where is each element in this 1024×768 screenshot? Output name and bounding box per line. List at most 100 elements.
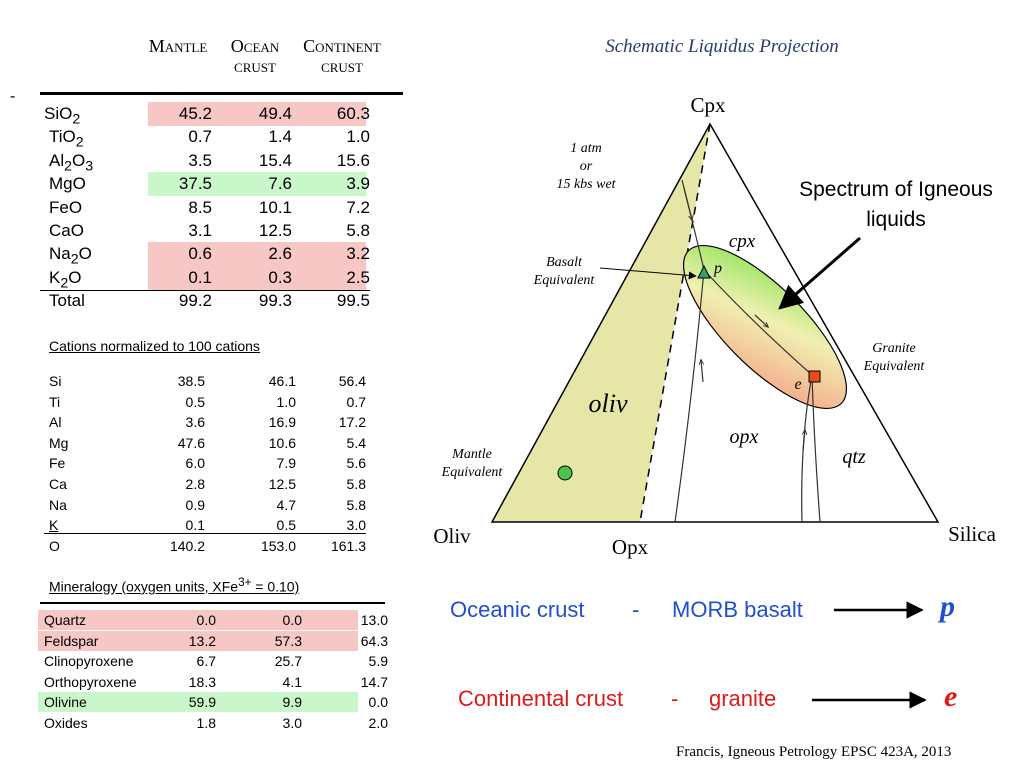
cation-name: Fe [49, 455, 66, 472]
cotectic-arrow-1 [683, 187, 692, 220]
cotectic-arrow-3 [701, 360, 703, 383]
row-highlight [38, 610, 358, 630]
granite-point-square [808, 370, 821, 383]
oxide-name: TiO2 [49, 127, 84, 151]
row-highlight [38, 692, 358, 713]
mineral-name: Orthopyroxene [44, 673, 137, 690]
oxide-name: CaO [49, 221, 84, 240]
label-granite-2: Equivalent [863, 359, 926, 374]
cation-value-mantle: 0.1 [185, 517, 205, 534]
oxide-name: Al2O3 [49, 150, 94, 175]
cation-value-continent: 5.4 [346, 434, 366, 451]
spectrum-label-2: liquids [866, 208, 926, 231]
cotectic-curve-left [674, 269, 705, 523]
oxide-value-ocean: 0.3 [268, 267, 292, 287]
mineral-value-continent: 5.9 [368, 653, 388, 670]
label-basalt-1: Basalt [546, 255, 583, 270]
cation-value-mantle: 0.9 [185, 496, 205, 513]
row-highlight [148, 242, 366, 267]
mineral-name: Oxides [44, 715, 88, 731]
oxide-value-mantle: 3.5 [188, 150, 212, 170]
oxide-value-ocean: 49.4 [258, 104, 292, 123]
oxide-value-ocean: 1.4 [268, 127, 292, 147]
cation-value-continent: 0.7 [346, 393, 366, 410]
corner-silica: Silica [948, 522, 997, 546]
cations-title: Cations normalized to 100 cations [49, 338, 260, 354]
header-ocean-crust: Ocean crust [218, 36, 292, 76]
cation-value-ocean: 153.0 [260, 537, 296, 554]
mantle-point-circle [557, 465, 573, 481]
cation-value-mantle: 38.5 [177, 373, 205, 389]
mineral-value-ocean: 57.3 [274, 632, 302, 649]
ternary-triangle [490, 122, 940, 523]
basalt-point-triangle [697, 264, 711, 279]
spectrum-label-1: Spectrum of Igneous [799, 178, 993, 201]
oxide-value-continent: 3.2 [346, 244, 370, 264]
label-basalt-2: Equivalent [533, 273, 596, 288]
morb-basalt-text: MORB basalt [672, 597, 803, 622]
oxide-name: K2O [49, 267, 82, 292]
mineral-name: Clinopyroxene [44, 653, 134, 670]
cotectic-curve-main [681, 179, 821, 523]
mineral-value-continent: 0.0 [368, 694, 388, 711]
field-oliv: oliv [589, 389, 628, 418]
corner-oliv: Oliv [433, 524, 471, 548]
oxide-value-mantle: 45.2 [178, 104, 212, 123]
mineral-value-continent: 2.0 [368, 715, 388, 731]
dashed-boundary [639, 123, 711, 523]
arrow-to-e [812, 691, 927, 709]
field-opx: opx [730, 426, 759, 448]
mineralogy-title: Mineralogy (oxygen units, XFe3+ = 0.10) [49, 576, 300, 595]
mineral-name: Feldspar [44, 632, 99, 649]
oxide-value-ocean: 10.1 [258, 197, 292, 217]
mineral-value-ocean: 0.0 [282, 612, 302, 628]
e-symbol: e [944, 680, 958, 713]
label-atm-3: 15 kbs wet [556, 177, 616, 192]
oxide-value-ocean: 12.5 [258, 221, 292, 240]
oxide-name: FeO [49, 197, 83, 217]
diagram-title: Schematic Liquidus Projection [605, 36, 839, 57]
oxide-value-mantle: 37.5 [178, 174, 212, 194]
cation-value-ocean: 12.5 [268, 476, 296, 492]
mineral-value-continent: 13.0 [360, 612, 388, 628]
cation-value-mantle: 2.8 [185, 476, 205, 492]
cation-rule [44, 533, 366, 534]
cation-value-ocean: 4.7 [276, 496, 296, 513]
dash-mark: - [10, 88, 16, 105]
header-mantle: Mantle [148, 36, 208, 56]
label-atm-1: 1 atm [570, 141, 602, 156]
cation-value-continent: 5.8 [346, 476, 366, 492]
cation-value-mantle: 140.2 [169, 537, 205, 554]
cation-value-continent: 17.2 [338, 414, 366, 431]
cation-value-continent: 161.3 [330, 537, 366, 554]
credit-text: Francis, Igneous Petrology EPSC 423A, 20… [676, 744, 952, 760]
total-rule [40, 290, 370, 291]
corner-cpx: Cpx [690, 93, 726, 117]
point-label-p: p [713, 260, 722, 277]
oxide-value-mantle: 99.2 [178, 291, 212, 311]
mineral-value-mantle: 1.8 [196, 715, 216, 731]
mineral-value-continent: 64.3 [360, 632, 388, 649]
cation-name: O [49, 537, 60, 554]
oxide-value-ocean: 7.6 [268, 174, 292, 194]
header-ocean-l1: Ocean [230, 36, 280, 56]
mineral-value-mantle: 0.0 [196, 612, 216, 628]
mineral-value-mantle: 59.9 [188, 694, 216, 711]
cation-value-ocean: 16.9 [268, 414, 296, 431]
cation-value-mantle: 3.6 [185, 414, 205, 431]
oceanic-crust-text: Oceanic crust [450, 597, 585, 622]
oxide-value-ocean: 15.4 [258, 150, 292, 170]
header-continent-crust: Continent crust [290, 36, 394, 76]
mineral-value-ocean: 4.1 [282, 673, 302, 690]
mineral-value-mantle: 18.3 [188, 673, 216, 690]
liquids-ellipse [682, 244, 848, 410]
row-highlight [148, 172, 366, 197]
point-label-e: e [794, 376, 801, 393]
cation-name: Al [49, 414, 62, 431]
mineral-value-continent: 14.7 [360, 673, 388, 690]
oxide-value-continent: 2.5 [346, 267, 370, 287]
arrow-to-p [834, 601, 924, 619]
mineral-value-mantle: 13.2 [188, 632, 216, 649]
cation-name: Si [49, 373, 62, 389]
cation-name: Ca [49, 476, 67, 492]
